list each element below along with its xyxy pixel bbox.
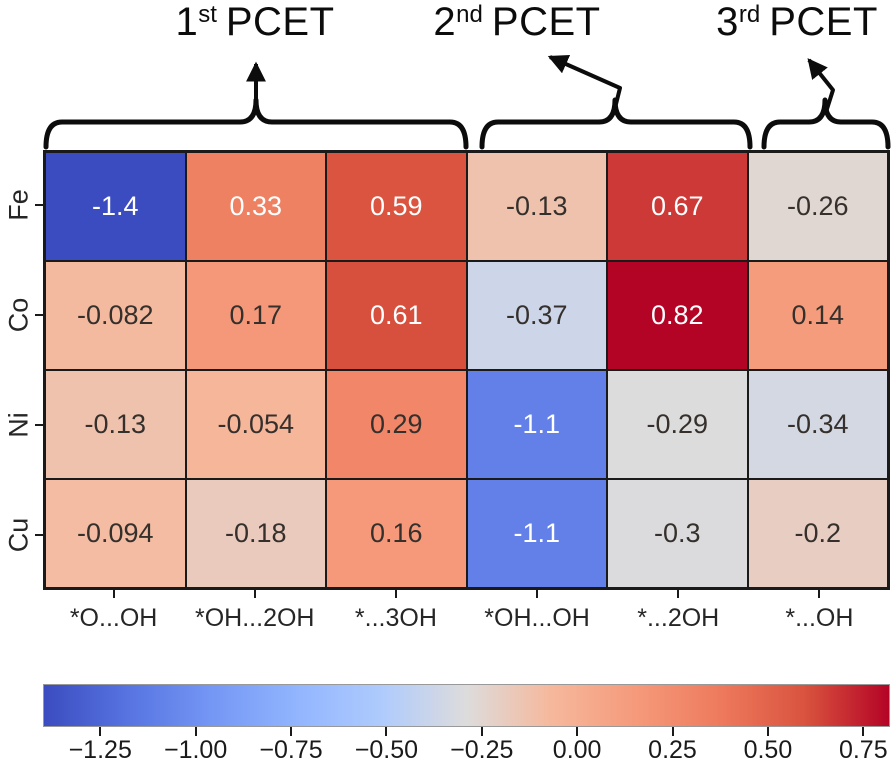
- y-axis-label-Co: Co: [3, 297, 34, 333]
- pcet-2-suffix: nd: [456, 1, 483, 28]
- x-axis-label-col5: *...2OH: [637, 604, 720, 632]
- x-axis-label-col6: *...OH: [785, 604, 854, 632]
- heatmap-cell-Ni-col6: -0.34: [747, 370, 888, 479]
- heatmap-cell-Fe-col6: -0.26: [747, 152, 888, 261]
- y-tick-Fe: [35, 204, 43, 206]
- heatmap-cell-Fe-col4: -0.13: [466, 152, 607, 261]
- colorbar-tick-−1.25: [99, 727, 102, 736]
- heatmap-cell-Fe-col3: 0.59: [326, 152, 467, 261]
- x-tick-col3: [394, 590, 397, 598]
- heatmap-cell-Ni-col4: -1.1: [466, 370, 607, 479]
- x-axis-label-col2: *OH...2OH: [195, 604, 315, 632]
- heatmap-cell-Cu-col1: -0.094: [45, 479, 186, 588]
- colorbar-label-0.25: 0.25: [648, 736, 697, 764]
- pcet-1-label: 1st PCET: [175, 0, 334, 45]
- colorbar-label-0.75: 0.75: [838, 736, 888, 764]
- colorbar-tick-0.75: [862, 727, 865, 736]
- pcet-1-suffix: st: [198, 1, 217, 28]
- colorbar-tick-0.25: [671, 727, 674, 736]
- colorbar-label-0.50: 0.50: [743, 736, 793, 764]
- y-tick-Cu: [35, 534, 43, 536]
- pcet-2-label: 2nd PCET: [433, 0, 600, 45]
- heatmap-cell-Fe-col1: -1.4: [45, 152, 186, 261]
- pcet-3-ordinal: 3: [716, 0, 739, 44]
- pcet-1-ordinal: 1: [175, 0, 199, 44]
- pcet-3-word: PCET: [769, 0, 878, 44]
- heatmap-cell-Ni-col3: 0.29: [326, 370, 467, 479]
- heatmap-cell-Co-col3: 0.61: [326, 261, 467, 370]
- heatmap-cell-Co-col5: 0.82: [607, 261, 748, 370]
- colorbar-tick-0.00: [576, 727, 579, 736]
- colorbar-tick-0.50: [766, 727, 769, 736]
- heatmap-cell-Cu-col2: -0.18: [185, 479, 326, 588]
- y-tick-Co: [35, 314, 43, 316]
- pcet-1-word: PCET: [225, 0, 335, 44]
- brace-3rd-pcet: [761, 97, 891, 150]
- heatmap-cell-Cu-col4: -1.1: [466, 479, 607, 588]
- colorbar-tick-−0.25: [480, 727, 483, 736]
- colorbar-label-−0.75: −0.75: [259, 736, 323, 764]
- heatmap-cell-Ni-col2: -0.054: [185, 370, 326, 479]
- colorbar: [43, 684, 890, 727]
- y-axis-label-Fe: Fe: [3, 189, 34, 221]
- colorbar-tick-−1.00: [194, 727, 197, 736]
- x-axis-label-col3: *...3OH: [354, 604, 437, 632]
- heatmap-cell-Cu-col6: -0.2: [747, 479, 888, 588]
- pcet-3-label: 3rd PCET: [716, 0, 878, 45]
- heatmap-cell-Fe-col5: 0.67: [607, 152, 748, 261]
- heatmap-cell-Cu-col3: 0.16: [326, 479, 467, 588]
- arrow-2nd-pcet-icon: [547, 54, 622, 113]
- heatmap-cell-Co-col4: -0.37: [466, 261, 607, 370]
- y-axis-label-Ni: Ni: [3, 412, 34, 438]
- x-tick-col1: [112, 590, 115, 598]
- heatmap-cell-Ni-col5: -0.29: [607, 370, 748, 479]
- x-axis-label-col1: *O...OH: [69, 604, 158, 632]
- colorbar-label-0.00: 0.00: [552, 736, 602, 764]
- colorbar-label-−1.25: −1.25: [68, 736, 132, 764]
- heatmap-cell-Cu-col5: -0.3: [607, 479, 748, 588]
- x-tick-col6: [818, 590, 821, 598]
- colorbar-label-−0.50: −0.50: [354, 736, 419, 764]
- x-tick-col5: [677, 590, 680, 598]
- x-tick-col2: [253, 590, 256, 598]
- heatmap-cell-Ni-col1: -0.13: [45, 370, 186, 479]
- colorbar-label-−0.25: −0.25: [450, 736, 514, 764]
- colorbar-tick-−0.50: [385, 727, 388, 736]
- heatmap-cell-Co-col6: 0.14: [747, 261, 888, 370]
- y-tick-Ni: [35, 424, 43, 426]
- y-axis-label-Cu: Cu: [3, 517, 34, 553]
- pcet-3-suffix: rd: [738, 1, 761, 28]
- heatmap-cell-Co-col1: -0.082: [45, 261, 186, 370]
- heatmap-cell-Co-col2: 0.17: [185, 261, 326, 370]
- x-tick-col4: [536, 590, 539, 598]
- pcet-2-ordinal: 2: [433, 0, 457, 44]
- x-axis-label-col4: *OH...OH: [484, 604, 590, 632]
- pcet-2-word: PCET: [491, 0, 601, 44]
- arrow-3rd-pcet-icon: [807, 58, 835, 113]
- heatmap-grid: -1.4 0.33 0.59 -0.13 0.67 -0.26 -0.082 0.17 0.61…: [43, 150, 890, 590]
- heatmap-cell-Fe-col2: 0.33: [185, 152, 326, 261]
- colorbar-label-−1.00: −1.00: [163, 736, 228, 764]
- colorbar-tick-−0.75: [289, 727, 292, 736]
